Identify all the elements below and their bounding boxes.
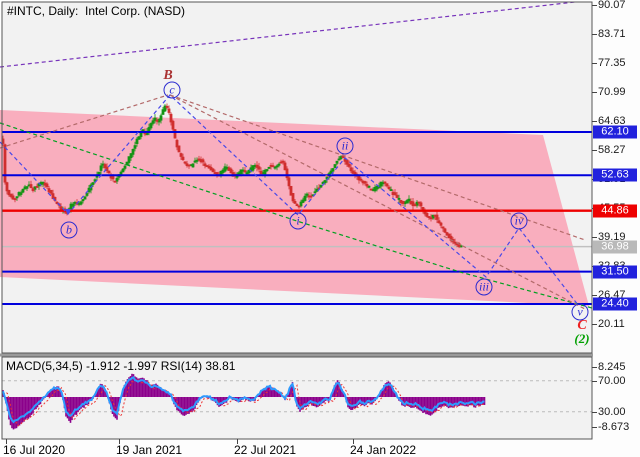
trend-dashed-line: [0, 122, 593, 309]
price-badge: 31.50: [593, 265, 637, 279]
date-label: 16 Jul 2020: [3, 443, 66, 457]
price-badge: 62.10: [593, 125, 637, 139]
price-axis-tick: [592, 323, 597, 325]
price-tick-label: 58.27: [598, 143, 626, 156]
price-tick-label: 64.63: [598, 114, 626, 127]
main-pane-border: [1, 1, 593, 354]
price-axis-strip: [593, 0, 640, 440]
price-tick-label: 83.71: [598, 27, 626, 40]
date-axis-tick: [6, 439, 7, 444]
price-axis-tick: [592, 91, 597, 93]
date-axis-strip: [0, 440, 640, 457]
date-axis-tick: [237, 439, 238, 444]
price-badge: 24.40: [593, 297, 637, 311]
rsi-line: [2, 376, 485, 424]
trend-dashed-line: [0, 94, 169, 149]
macd-axis-tick: [592, 367, 597, 368]
trend-dashed-line: [0, 1, 576, 68]
macd-axis-tick: [592, 411, 597, 413]
price-tick-label: 70.99: [598, 85, 626, 98]
price-tick-label: 39.19: [598, 230, 626, 243]
price-tick-label: 77.35: [598, 56, 626, 69]
price-axis-tick: [592, 62, 597, 64]
wave-b-arrow: [65, 209, 71, 215]
price-axis-tick: [592, 149, 597, 151]
chart-title: #INTC, Daily: Intel Corp. (NASD): [7, 4, 186, 18]
macd-axis-label: 30.00: [598, 405, 626, 418]
price-axis-tick: [592, 294, 597, 296]
price-badge: 44.86: [593, 204, 637, 218]
trend-dashed-line: [169, 94, 586, 310]
date-label: 24 Jan 2022: [350, 443, 417, 457]
date-label: 22 Jul 2021: [234, 443, 297, 457]
macd-axis-label: -8.673: [598, 421, 630, 433]
macd-axis-tick: [592, 380, 597, 382]
macd-indicator-label: MACD(5,34,5) -1.912 -1.997 RSI(14) 38.81: [6, 359, 236, 373]
trend-dashed-line: [169, 94, 586, 241]
date-axis-tick: [119, 439, 120, 444]
pink-channel-zone: [0, 110, 589, 306]
price-tick-label: 20.11: [598, 317, 625, 330]
candles-down: [1, 103, 461, 249]
macd-axis-label: 8.245: [598, 361, 626, 373]
macd-axis-label: 70.00: [598, 374, 626, 387]
macd-pane-border: [1, 356, 593, 440]
date-label: 19 Jan 2021: [116, 443, 183, 457]
trend-dashed-line: [0, 94, 579, 306]
price-axis-tick: [592, 4, 597, 6]
price-axis-tick: [592, 236, 597, 238]
price-axis-tick: [592, 120, 597, 122]
price-badge: 36.98: [593, 240, 637, 254]
pane-separator: [0, 353, 593, 357]
price-tick-label: 90.07: [598, 0, 626, 11]
macd-axis-tick: [592, 427, 597, 428]
price-axis-tick: [592, 33, 597, 35]
price-badge: 52.63: [593, 168, 637, 182]
date-axis-tick: [353, 439, 354, 444]
